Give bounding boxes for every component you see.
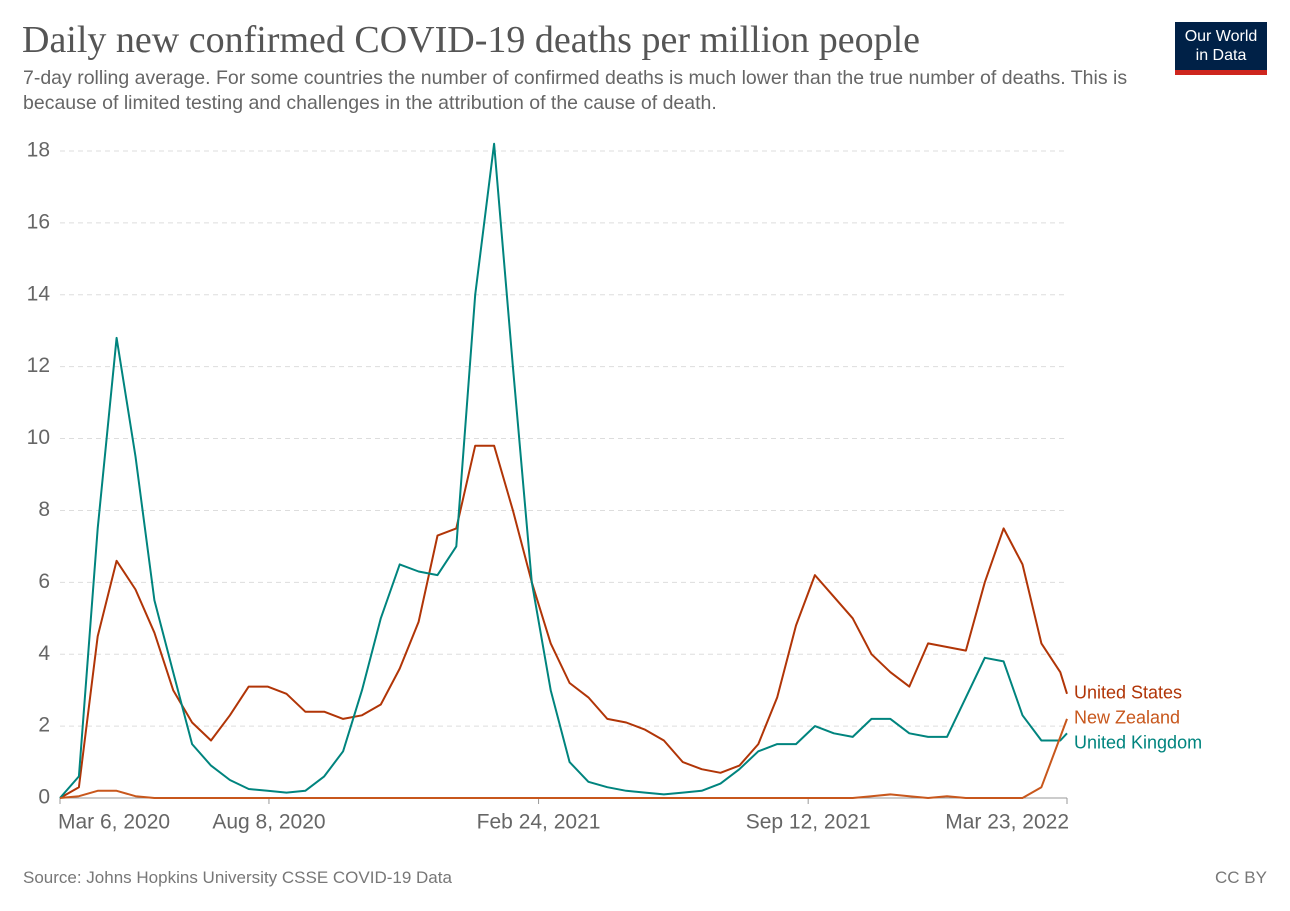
legend-label: New Zealand <box>1074 708 1180 728</box>
y-tick-label: 10 <box>27 426 50 449</box>
y-tick-label: 16 <box>27 210 50 233</box>
series-line <box>59 142 1068 799</box>
y-tick-label: 6 <box>38 570 50 593</box>
chart-title: Daily new confirmed COVID-19 deaths per … <box>22 19 921 61</box>
logo-line: Our World <box>1184 28 1258 45</box>
x-tick-label: Mar 23, 2022 <box>945 811 1069 834</box>
logo[interactable]: Our World in Data <box>1175 22 1267 75</box>
license[interactable]: CC BY <box>1215 868 1267 887</box>
legend-label: United Kingdom <box>1074 733 1202 753</box>
y-tick-label: 4 <box>38 642 50 665</box>
x-tick-label: Mar 6, 2020 <box>58 811 170 834</box>
x-tick-label: Feb 24, 2021 <box>477 811 601 834</box>
y-tick-label: 18 <box>27 139 50 162</box>
y-tick-label: 8 <box>38 498 50 521</box>
series-line <box>59 718 1068 799</box>
x-tick-label: Aug 8, 2020 <box>212 811 325 834</box>
series-line <box>59 444 1068 799</box>
legend-label: United States <box>1074 683 1182 703</box>
source-note: Source: Johns Hopkins University CSSE CO… <box>23 868 452 887</box>
x-tick-label: Sep 12, 2021 <box>746 811 871 834</box>
y-tick-label: 12 <box>27 354 50 377</box>
y-tick-label: 0 <box>38 786 50 809</box>
y-tick-label: 14 <box>27 282 51 305</box>
logo-line: in Data <box>1195 47 1247 64</box>
y-tick-label: 2 <box>38 714 50 737</box>
chart-subtitle: 7-day rolling average. For some countrie… <box>23 67 1128 114</box>
